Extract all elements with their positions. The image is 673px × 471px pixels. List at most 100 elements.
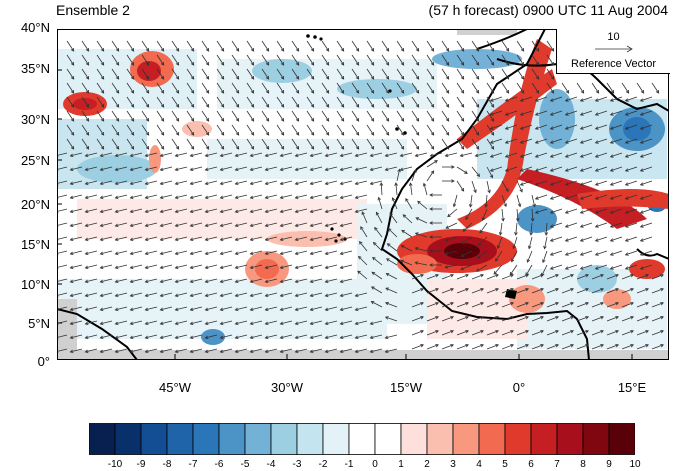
- wind-arrow: [625, 194, 638, 200]
- wind-arrow-head: [235, 103, 240, 108]
- wind-arrow-head: [355, 103, 360, 108]
- wind-arrow: [145, 334, 158, 339]
- wind-arrow: [606, 82, 615, 94]
- wind-arrow-head: [339, 181, 344, 186]
- wind-arrow: [340, 320, 353, 325]
- wind-arrow: [186, 124, 195, 136]
- wind-arrow: [70, 334, 83, 339]
- wind-arrow-head: [159, 321, 164, 326]
- wind-arrow-head: [609, 266, 614, 270]
- wind-arrow: [111, 124, 120, 136]
- wind-arrow-head: [490, 103, 495, 108]
- wind-arrow-head: [234, 251, 239, 256]
- wind-arrow: [366, 124, 375, 136]
- wind-arrow: [546, 274, 559, 280]
- wind-arrow-head: [189, 307, 194, 312]
- wind-arrow: [550, 250, 563, 256]
- wind-arrow: [310, 180, 323, 185]
- wind-arrow-head: [435, 344, 439, 348]
- wind-arrow: [235, 236, 248, 241]
- wind-arrow: [160, 152, 173, 157]
- wind-arrow: [621, 316, 634, 322]
- wind-arrow-head: [540, 344, 544, 348]
- wind-arrow: [190, 348, 203, 353]
- wind-arrow: [366, 68, 375, 80]
- wind-arrow: [205, 222, 218, 227]
- wind-arrow: [580, 208, 593, 214]
- wind-arrow: [85, 208, 98, 213]
- wind-arrow-head: [145, 47, 150, 52]
- wind-arrow: [321, 110, 330, 122]
- wind-arrow-head: [99, 153, 104, 158]
- wind-arrow: [606, 302, 619, 308]
- wind-arrow: [115, 152, 128, 157]
- wind-arrow: [486, 40, 495, 52]
- wind-arrow: [447, 208, 458, 218]
- wind-arrow: [561, 288, 574, 294]
- y-tick-label-20n: 20°N: [20, 197, 50, 212]
- wind-arrow-head: [100, 61, 105, 66]
- wind-arrow-head: [84, 209, 89, 214]
- wind-arrow-head: [549, 140, 554, 144]
- wind-arrow-head: [475, 145, 480, 150]
- wind-arrow: [535, 194, 548, 200]
- wind-arrow: [411, 302, 424, 308]
- wind-arrow-head: [489, 112, 494, 116]
- wind-arrow: [205, 208, 218, 213]
- wind-arrow: [100, 264, 113, 269]
- wind-arrow: [351, 138, 360, 150]
- wind-arrow: [96, 40, 105, 52]
- wind-arrow: [565, 208, 578, 214]
- wind-arrow-head: [175, 61, 180, 66]
- wind-arrow-head: [600, 274, 604, 278]
- wind-arrow: [190, 194, 203, 199]
- colorbar-label: 1: [398, 459, 404, 470]
- wind-arrow-head: [445, 61, 450, 66]
- wind-arrow-head: [340, 131, 345, 136]
- wind-arrow: [640, 110, 653, 116]
- wind-arrow-head: [385, 258, 390, 262]
- colorbar-swatch: [244, 423, 272, 455]
- wind-arrow-head: [174, 223, 179, 228]
- wind-arrow-head: [370, 89, 375, 94]
- wind-arrow: [411, 124, 420, 136]
- wind-arrow-head: [354, 167, 359, 172]
- wind-arrow-head: [429, 153, 434, 158]
- wind-arrow: [471, 288, 484, 294]
- wind-arrow: [171, 82, 180, 94]
- wind-arrow: [445, 250, 458, 255]
- wind-arrow-head: [374, 226, 378, 231]
- wind-arrow-head: [639, 196, 644, 200]
- wind-arrow: [250, 250, 263, 255]
- wind-arrow-head: [400, 89, 405, 94]
- wind-arrow: [520, 110, 533, 116]
- wind-arrow-head: [324, 223, 329, 228]
- wind-arrow: [336, 82, 345, 94]
- wind-arrow: [621, 330, 634, 336]
- wind-arrow-head: [555, 316, 559, 320]
- wind-arrow-head: [594, 98, 599, 102]
- wind-arrow-head: [645, 344, 649, 348]
- wind-arrow: [366, 138, 375, 150]
- wind-arrow-head: [386, 243, 391, 247]
- wind-arrow: [295, 222, 308, 227]
- wind-arrow: [126, 54, 135, 66]
- wind-arrow-head: [129, 153, 134, 158]
- wind-arrow: [486, 344, 499, 350]
- wind-arrow: [456, 96, 465, 108]
- wind-arrow-head: [70, 61, 75, 66]
- wind-arrow: [85, 152, 98, 157]
- wind-arrow: [530, 222, 533, 235]
- wind-arrow: [261, 68, 270, 80]
- wind-arrow: [550, 208, 563, 214]
- wind-arrow: [321, 54, 330, 66]
- wind-arrow: [411, 110, 420, 122]
- wind-arrow: [625, 222, 638, 228]
- wind-arrow: [100, 208, 113, 213]
- wind-arrow-head: [309, 153, 314, 158]
- wind-arrow-head: [324, 195, 329, 200]
- wind-arrow-head: [408, 182, 413, 187]
- wind-arrow: [126, 138, 135, 150]
- wind-arrow: [535, 110, 548, 116]
- wind-arrow: [115, 250, 128, 255]
